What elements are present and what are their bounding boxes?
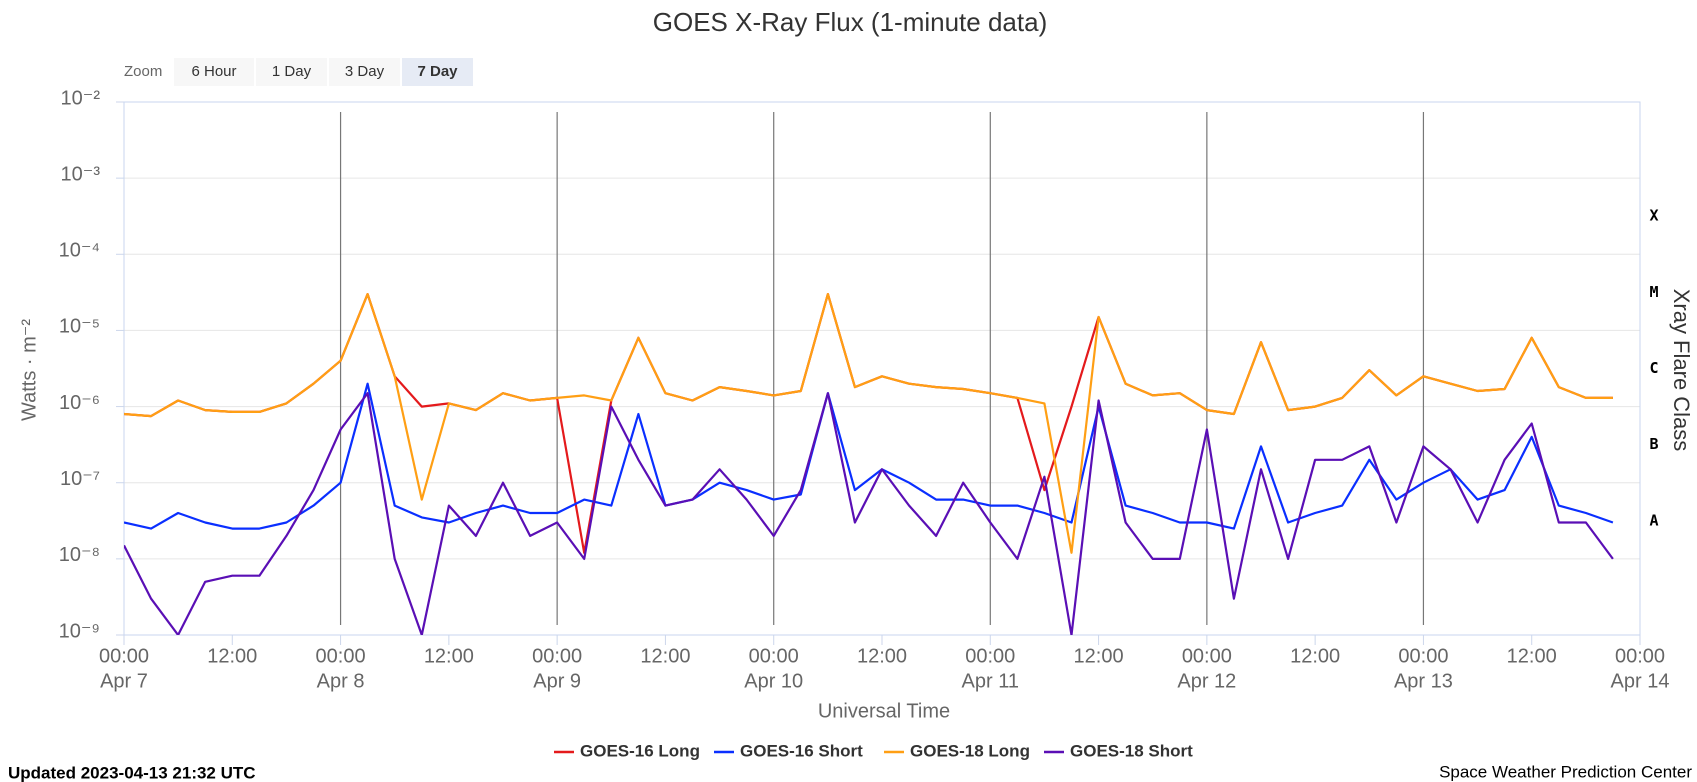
chart-title: GOES X-Ray Flux (1-minute data) [653, 7, 1047, 37]
credit: Space Weather Prediction Center [1439, 762, 1692, 781]
series-line [124, 293, 1613, 554]
updated-note: Updated 2023-04-13 21:32 UTC [8, 763, 256, 782]
series-line [124, 392, 1614, 635]
zoom-button-bg [329, 58, 400, 86]
series-line [124, 382, 1614, 530]
legend-label: GOES-18 Short [1070, 741, 1193, 760]
x-tick-sublabel: Apr 13 [1394, 670, 1453, 692]
zoom-button[interactable]: 7 Day [402, 58, 473, 86]
x-tick-label: 00:00 [749, 645, 799, 667]
y-tick-label: 10⁻⁷ [60, 468, 100, 490]
flare-class-label: M [1649, 283, 1658, 301]
x-tick-label: 12:00 [857, 645, 907, 667]
zoom-button-label: 3 Day [345, 63, 385, 80]
x-tick-label: 00:00 [1615, 645, 1665, 667]
y-tick-label: 10⁻⁶ [59, 392, 100, 414]
x-tick-label: 00:00 [316, 645, 366, 667]
x-tick-label: 00:00 [1182, 645, 1232, 667]
zoom-button-label: 7 Day [417, 63, 458, 80]
zoom-button-label: 6 Hour [191, 63, 236, 80]
y2-axis-title: Xray Flare Class [1669, 289, 1694, 452]
y-tick-label: 10⁻⁴ [59, 240, 100, 262]
x-tick-label: 00:00 [532, 645, 582, 667]
zoom-button-bg [256, 58, 327, 86]
x-tick-label: 12:00 [424, 645, 474, 667]
flare-class-label: A [1649, 511, 1658, 529]
legend-label: GOES-16 Long [580, 741, 700, 760]
legend-item[interactable]: GOES-18 Short [1044, 741, 1193, 760]
y-tick-label: 10⁻² [61, 87, 101, 109]
x-tick-sublabel: Apr 11 [962, 670, 1019, 692]
x-axis-title: Universal Time [818, 700, 950, 722]
zoom-button[interactable]: 3 Day [329, 58, 400, 86]
x-tick-label: 00:00 [1398, 645, 1448, 667]
legend-item[interactable]: GOES-16 Short [714, 741, 863, 760]
x-tick-label: 00:00 [99, 645, 149, 667]
x-tick-sublabel: Apr 8 [317, 670, 365, 692]
y-tick-label: 10⁻⁵ [59, 316, 100, 338]
legend-item[interactable]: GOES-18 Long [884, 741, 1030, 760]
x-tick-label: 12:00 [207, 645, 257, 667]
x-tick-label: 12:00 [1507, 645, 1557, 667]
zoom-button-label: 1 Day [272, 63, 312, 80]
y-tick-label: 10⁻⁸ [59, 544, 100, 566]
flare-class-label: C [1649, 359, 1658, 377]
x-tick-sublabel: Apr 10 [744, 670, 803, 692]
zoom-button[interactable]: 1 Day [256, 58, 327, 86]
x-tick-sublabel: Apr 9 [533, 670, 581, 692]
zoom-button-bg [402, 58, 473, 86]
legend-label: GOES-18 Long [910, 741, 1030, 760]
x-tick-sublabel: Apr 12 [1177, 670, 1236, 692]
flare-class-label: B [1649, 435, 1658, 453]
x-tick-label: 00:00 [965, 645, 1015, 667]
series-line [124, 293, 1613, 554]
plot-frame [123, 101, 1641, 636]
x-tick-label: 12:00 [640, 645, 690, 667]
legend-label: GOES-16 Short [740, 741, 863, 760]
x-tick-label: 12:00 [1074, 645, 1124, 667]
x-tick-sublabel: Apr 14 [1611, 670, 1670, 692]
zoom-button-bg [174, 58, 254, 86]
y-tick-label: 10⁻⁹ [59, 620, 100, 642]
y-tick-label: 10⁻³ [61, 163, 101, 185]
legend-item[interactable]: GOES-16 Long [554, 741, 700, 760]
y-axis-title: Watts · m⁻² [18, 319, 40, 421]
zoom-button[interactable]: 6 Hour [174, 58, 254, 86]
x-tick-label: 12:00 [1290, 645, 1340, 667]
flare-class-label: X [1649, 207, 1658, 225]
x-tick-sublabel: Apr 7 [100, 670, 148, 692]
zoom-label: Zoom [124, 63, 162, 80]
